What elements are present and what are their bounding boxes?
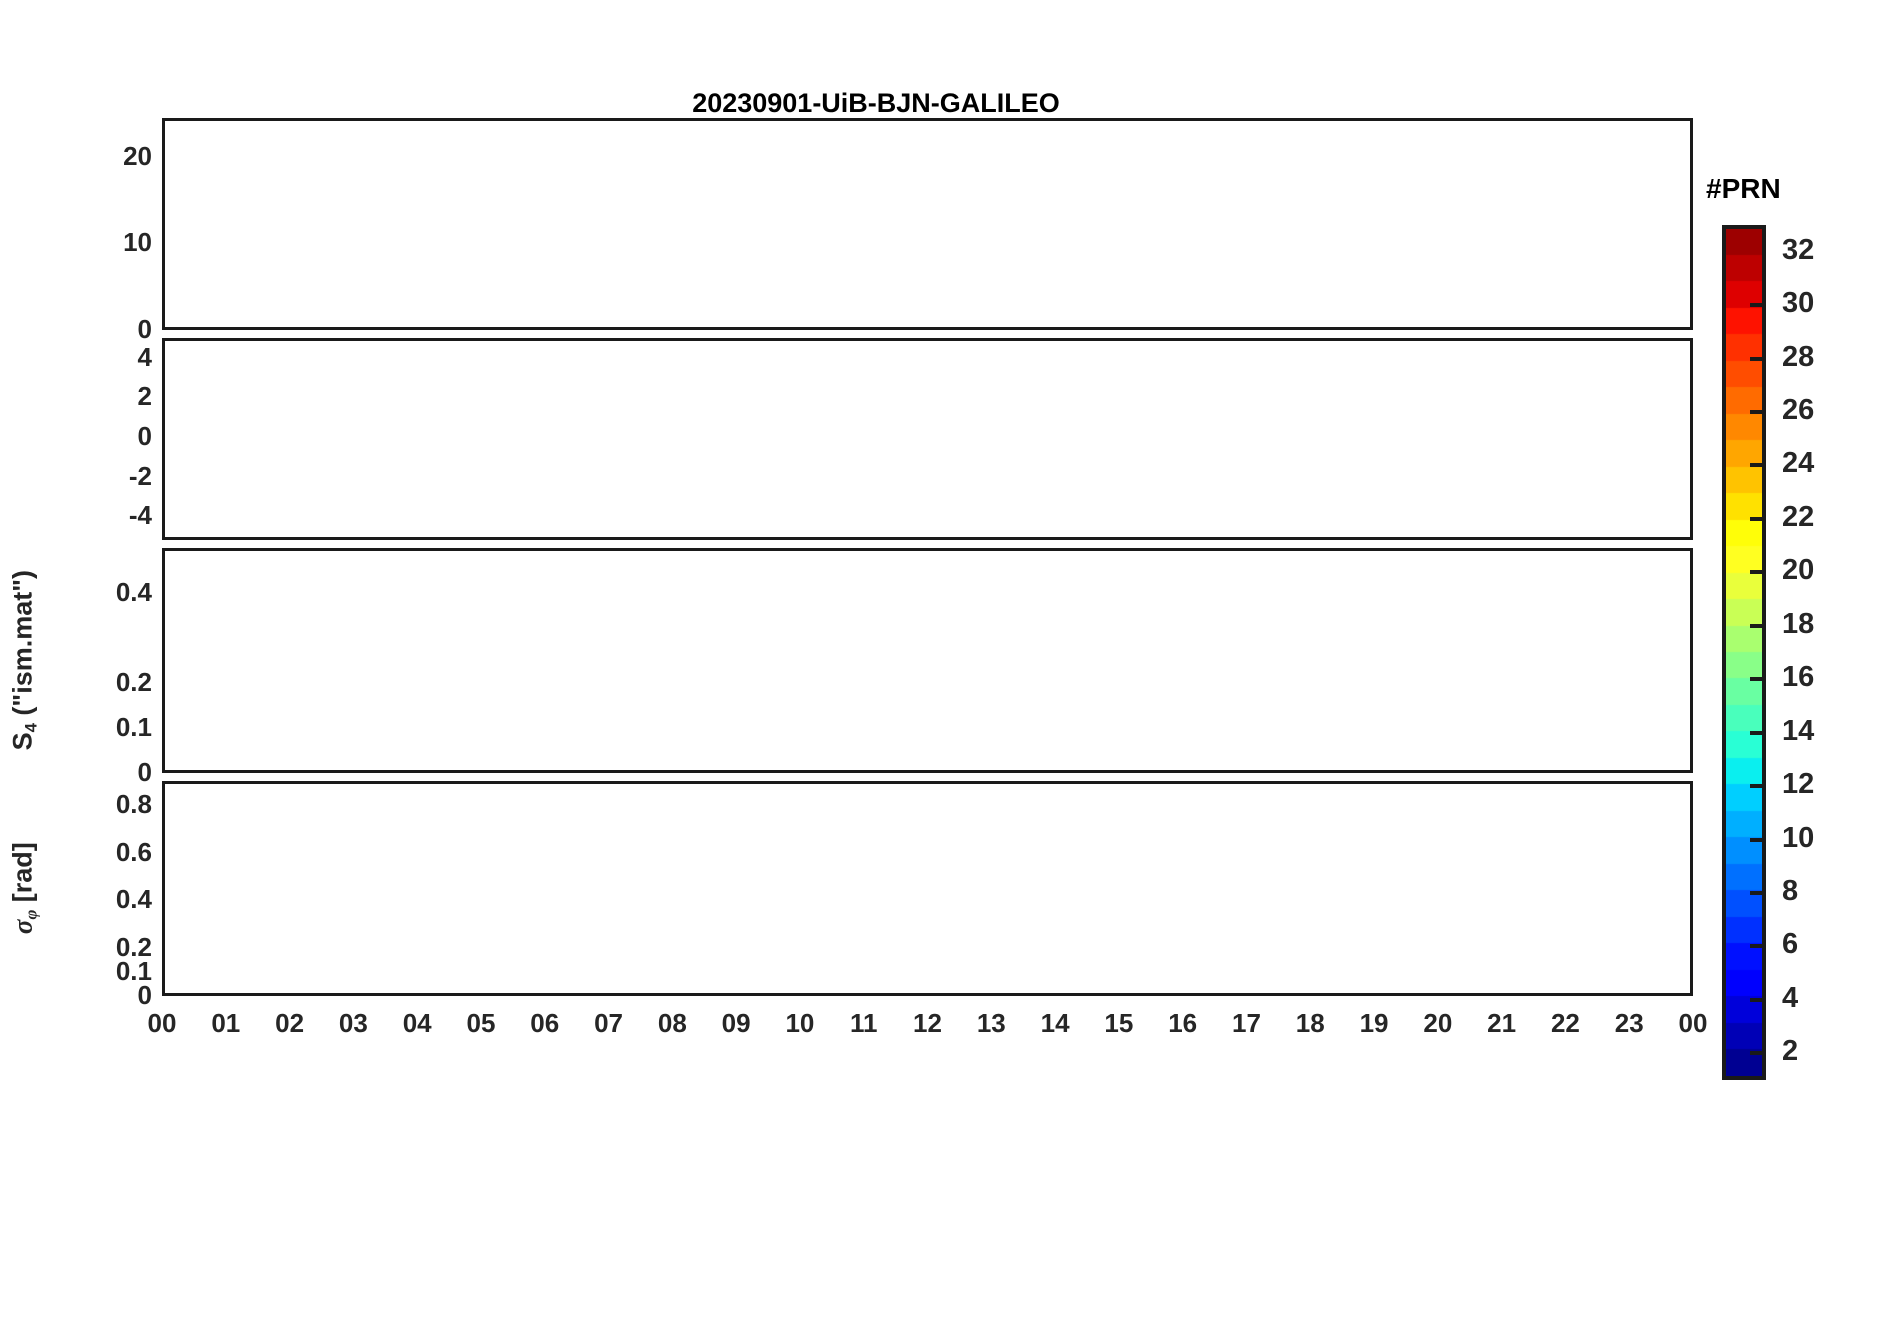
colorbar-tick-mark-30: [1750, 303, 1763, 308]
plot-title-text: 20230901-UiB-BJN-GALILEO: [692, 88, 1060, 118]
colorbar-title: #PRN: [1706, 173, 1781, 204]
xtick-label-5: 05: [466, 1008, 496, 1038]
xtick-label-24: 00: [1678, 1008, 1708, 1038]
ytick-label-vtec-0: 0: [137, 314, 152, 344]
ytick-label-vtec-1: 10: [123, 227, 152, 258]
colorbar-tick-30: 30: [1782, 287, 1815, 320]
xtick-label-17: 17: [1231, 1008, 1261, 1038]
ylabel-text: σφ [rad]: [6, 841, 41, 934]
ytick-label-s4-3: 0.4: [115, 577, 152, 607]
xtick-label-23: 23: [1614, 1008, 1644, 1038]
colorbar-tick-mark-4: [1750, 997, 1763, 1002]
colorbar-tick-mark-8: [1750, 890, 1763, 895]
plot-panel-rot: [162, 338, 1693, 540]
xtick-label-9: 09: [721, 1008, 751, 1038]
colorbar-tick-mark-16: [1750, 677, 1763, 682]
xtick-label-6: 06: [530, 1008, 560, 1038]
xtick-label-20: 20: [1423, 1008, 1453, 1038]
ytick-label-sigma-phi-2: 0.2: [115, 932, 152, 963]
colorbar-tick-mark-26: [1750, 410, 1763, 415]
ytick-label-sigma-phi-1: 0.1: [115, 956, 152, 987]
ytick-label-sigma-phi-3: 0.4: [115, 884, 152, 915]
ytick-label-s4-1: 0.1: [115, 712, 152, 742]
colorbar-tick-mark-2: [1750, 1051, 1763, 1056]
ytick-label-s4-2: 0.2: [115, 667, 152, 697]
ytick-label-sigma-phi-0: 0: [137, 980, 152, 1010]
colorbar-gradient: [1722, 225, 1766, 1080]
panel-frame: [162, 338, 1693, 540]
colorbar-tick-32: 32: [1782, 233, 1815, 266]
xtick-label-16: 16: [1168, 1008, 1198, 1038]
page-title: 20230901-UiB-BJN-GALILEO: [0, 88, 1902, 119]
colorbar-tick-6: 6: [1782, 928, 1799, 961]
panel-frame: [162, 548, 1693, 773]
colorbar-tick-26: 26: [1782, 394, 1815, 427]
colorbar-tick-22: 22: [1782, 500, 1815, 533]
xtick-label-7: 07: [594, 1008, 623, 1038]
ytick-label-rot-1: -2: [128, 460, 152, 491]
ytick-label-rot-4: 4: [137, 341, 152, 372]
xtick-label-22: 22: [1550, 1008, 1580, 1038]
xtick-label-11: 11: [849, 1008, 878, 1038]
colorbar-tick-4: 4: [1782, 981, 1799, 1014]
colorbar-tick-mark-28: [1750, 356, 1763, 361]
xtick-label-3: 03: [338, 1008, 368, 1038]
colorbar-tick-mark-22: [1750, 516, 1763, 521]
colorbar-tick-8: 8: [1782, 874, 1799, 907]
ytick-label-rot-3: 2: [137, 381, 152, 412]
xtick-label-1: 01: [211, 1008, 241, 1038]
ytick-label-s4-0: 0: [137, 757, 152, 787]
xtick-label-2: 02: [275, 1008, 305, 1038]
colorbar-tick-mark-18: [1750, 623, 1763, 628]
colorbar-tick-18: 18: [1782, 607, 1815, 640]
colorbar-tick-14: 14: [1782, 714, 1815, 747]
colorbar-tick-24: 24: [1782, 447, 1815, 480]
colorbar-tick-28: 28: [1782, 340, 1815, 373]
colorbar-tick-mark-10: [1750, 837, 1763, 842]
xtick-label-10: 10: [785, 1008, 815, 1038]
colorbar-tick-mark-14: [1750, 730, 1763, 735]
panel-frame: [162, 781, 1693, 996]
xtick-label-21: 21: [1487, 1008, 1517, 1038]
colorbar-tick-2: 2: [1782, 1035, 1799, 1068]
ytick-label-rot-0: -4: [128, 500, 152, 531]
xtick-label-13: 13: [976, 1008, 1006, 1038]
ytick-label-vtec-2: 20: [123, 140, 152, 171]
colorbar-tick-mark-12: [1750, 784, 1763, 789]
colorbar-tick-mark-6: [1750, 944, 1763, 949]
xtick-label-4: 04: [402, 1008, 432, 1038]
colorbar-tick-mark-20: [1750, 570, 1763, 575]
colorbar-tick-mark-24: [1750, 463, 1763, 468]
colorbar-tick-10: 10: [1782, 821, 1815, 854]
colorbar-canvas: [1726, 229, 1762, 1076]
xtick-label-12: 12: [913, 1008, 942, 1038]
xtick-label-8: 08: [657, 1008, 687, 1038]
xtick-label-19: 19: [1359, 1008, 1389, 1038]
plot-panel-s4: [162, 548, 1693, 773]
ytick-label-sigma-phi-4: 0.6: [115, 836, 152, 867]
ytick-label-sigma-phi-5: 0.8: [115, 788, 152, 819]
colorbar-tick-12: 12: [1782, 768, 1815, 801]
colorbar-tick-20: 20: [1782, 554, 1815, 587]
plot-panel-sigma-phi: [162, 781, 1693, 996]
xtick-label-18: 18: [1295, 1008, 1325, 1038]
xtick-label-0: 00: [147, 1008, 177, 1038]
ytick-label-rot-2: 0: [137, 421, 152, 452]
panel-frame: [162, 118, 1693, 330]
xtick-label-15: 15: [1104, 1008, 1134, 1038]
xtick-label-14: 14: [1040, 1008, 1070, 1038]
colorbar-tick-16: 16: [1782, 661, 1815, 694]
plot-panel-vtec: [162, 118, 1693, 330]
ylabel-sigma-phi: σφ [rad]: [7, 720, 41, 1055]
